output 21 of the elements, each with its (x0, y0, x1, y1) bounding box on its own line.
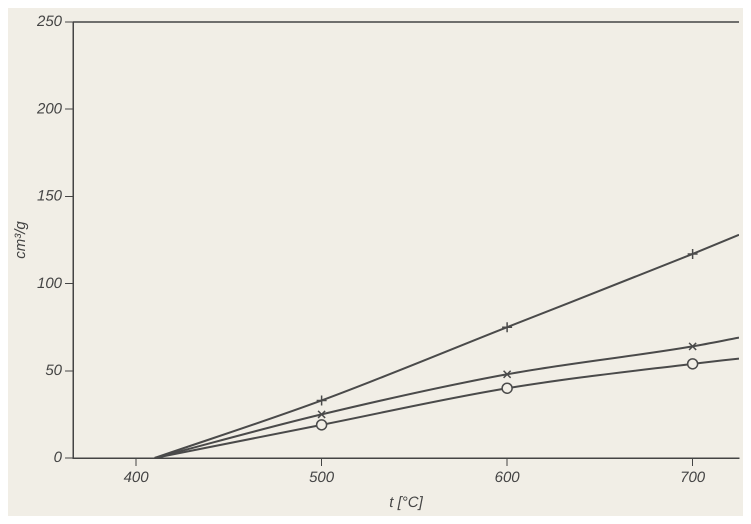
x-tick-label: 400 (124, 469, 150, 486)
point (502, 370, 512, 379)
point (316, 394, 328, 406)
y-tick-label: 250 (36, 13, 63, 30)
point (317, 410, 326, 419)
x-tick-label: 700 (680, 469, 706, 486)
x-tick-label: 600 (494, 469, 520, 486)
x-axis-title: t [°C] (389, 494, 424, 512)
y-tick-label: 0 (54, 449, 63, 466)
y-tick-label: 200 (36, 100, 63, 118)
point (501, 382, 513, 394)
point (686, 358, 698, 370)
point (316, 419, 328, 431)
y-axis-title: cm³/g (12, 220, 30, 259)
point (686, 248, 698, 260)
point (501, 321, 513, 333)
y-tick-label: 100 (36, 274, 63, 292)
y-tick-label: 150 (36, 188, 63, 205)
x-tick-label: 500 (309, 469, 335, 486)
y-tick-label: 50 (45, 362, 63, 379)
point (688, 342, 697, 351)
